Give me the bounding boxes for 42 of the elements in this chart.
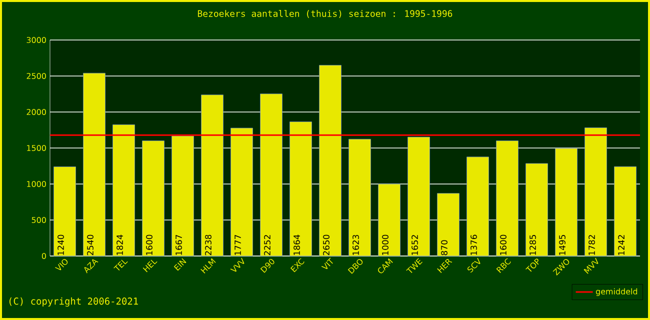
bar <box>83 72 106 256</box>
data-label: 1240 <box>58 234 64 255</box>
bar <box>172 136 194 256</box>
data-label: 1864 <box>294 234 300 255</box>
bar <box>526 163 548 256</box>
bar <box>555 148 578 256</box>
data-label: 1667 <box>176 234 182 255</box>
data-label: 1824 <box>116 234 123 255</box>
bar <box>614 166 636 256</box>
data-label: 1376 <box>470 234 477 255</box>
bar <box>290 122 312 256</box>
bar <box>201 94 224 256</box>
data-label: 1600 <box>146 234 152 255</box>
data-label: 1652 <box>412 235 418 255</box>
data-label: 1285 <box>530 235 536 255</box>
data-label: 2238 <box>205 234 212 256</box>
bar <box>348 138 371 256</box>
data-label: 1777 <box>234 234 241 255</box>
data-label: 2540 <box>87 234 94 256</box>
bar <box>584 127 607 256</box>
data-label: 2252 <box>264 235 270 256</box>
bar <box>437 193 460 256</box>
bar <box>142 140 164 256</box>
data-label: 870 <box>441 240 448 256</box>
data-label: 1600 <box>500 234 506 255</box>
chart-title: Bezoekers aantallen (thuis) seizoen : 1995-1996 <box>198 10 452 18</box>
bar <box>112 124 135 256</box>
text: (C) copyright 2006-2021 <box>9 297 138 307</box>
data-label: 1000 <box>382 234 388 255</box>
bar <box>319 65 342 256</box>
bar <box>378 184 400 256</box>
data-label: 2650 <box>323 234 330 256</box>
data-label: 1242 <box>618 235 624 255</box>
bar <box>466 156 489 256</box>
data-label: 1495 <box>559 235 566 255</box>
bar <box>230 128 253 256</box>
data-label: 1623 <box>352 234 359 255</box>
data-label: 1782 <box>588 235 595 255</box>
bar <box>496 140 518 256</box>
bar <box>260 94 282 256</box>
bar <box>408 136 430 256</box>
bar <box>54 166 76 256</box>
